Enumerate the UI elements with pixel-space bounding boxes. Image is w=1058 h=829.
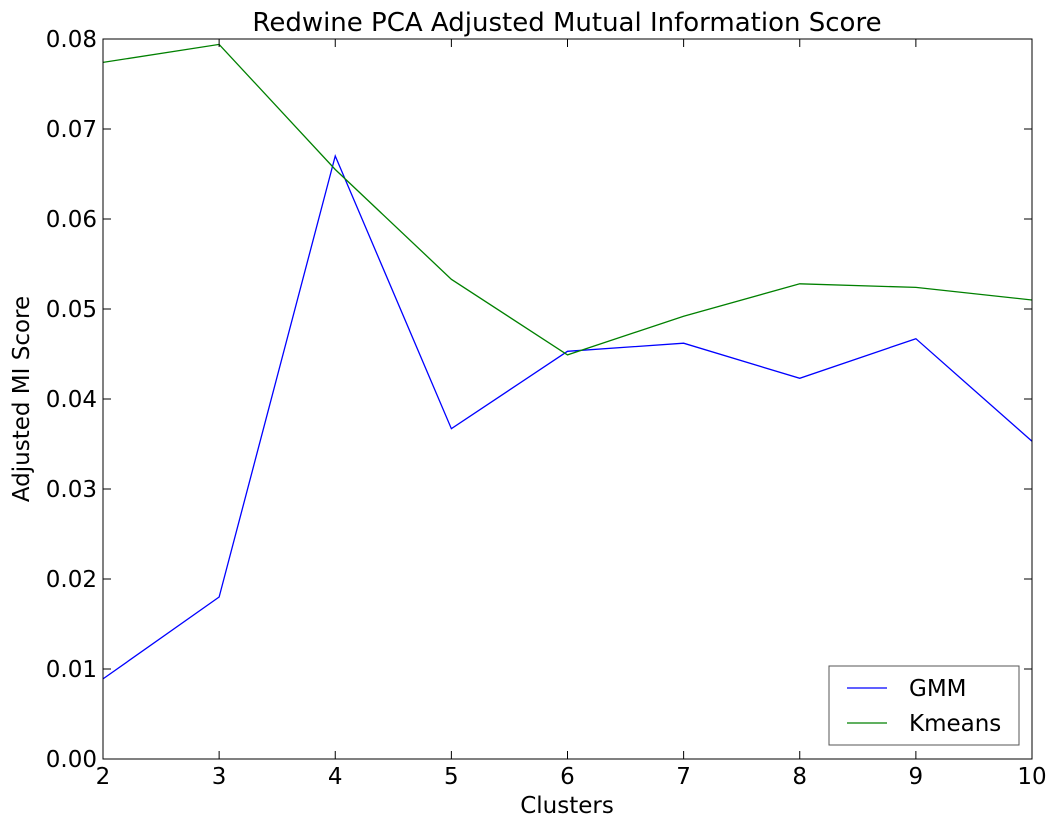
x-tick-label: 8	[792, 764, 807, 790]
legend-label-gmm: GMM	[909, 676, 967, 702]
x-tick-label: 3	[212, 764, 227, 790]
y-tick-label: 0.03	[46, 477, 97, 503]
y-tick-label: 0.07	[46, 117, 97, 143]
chart-title: Redwine PCA Adjusted Mutual Information …	[252, 8, 881, 38]
y-tick-label: 0.00	[46, 747, 97, 773]
x-axis-title: Clusters	[520, 793, 614, 819]
plot-area: 2 3 4 5 6 7 8 9 10 0.00 0.01 0.02 0.03 0.04 0.05 0.06 0.…	[46, 27, 1047, 790]
x-tick-label: 6	[560, 764, 575, 790]
y-tick-label: 0.04	[46, 387, 97, 413]
y-tick-label: 0.02	[46, 567, 97, 593]
series-line-kmeans	[103, 43, 1032, 356]
y-tick-label: 0.08	[46, 27, 97, 53]
legend-label-kmeans: Kmeans	[909, 711, 1001, 737]
y-tick-label: 0.05	[46, 297, 97, 323]
series-line-gmm	[103, 153, 1032, 680]
y-tick-label: 0.06	[46, 207, 97, 233]
x-tick-label: 4	[328, 764, 343, 790]
x-tick-label: 10	[1017, 764, 1046, 790]
x-tick-label: 2	[96, 764, 111, 790]
y-tick-label: 0.01	[46, 657, 97, 683]
legend-box	[828, 665, 1020, 746]
x-tick-label: 7	[676, 764, 691, 790]
y-axis-title: Adjusted MI Score	[9, 296, 35, 502]
axes-frame	[102, 38, 1033, 760]
legend: GMM Kmeans	[828, 665, 1020, 746]
x-tick-label: 9	[909, 764, 924, 790]
x-tick-label: 5	[444, 764, 459, 790]
